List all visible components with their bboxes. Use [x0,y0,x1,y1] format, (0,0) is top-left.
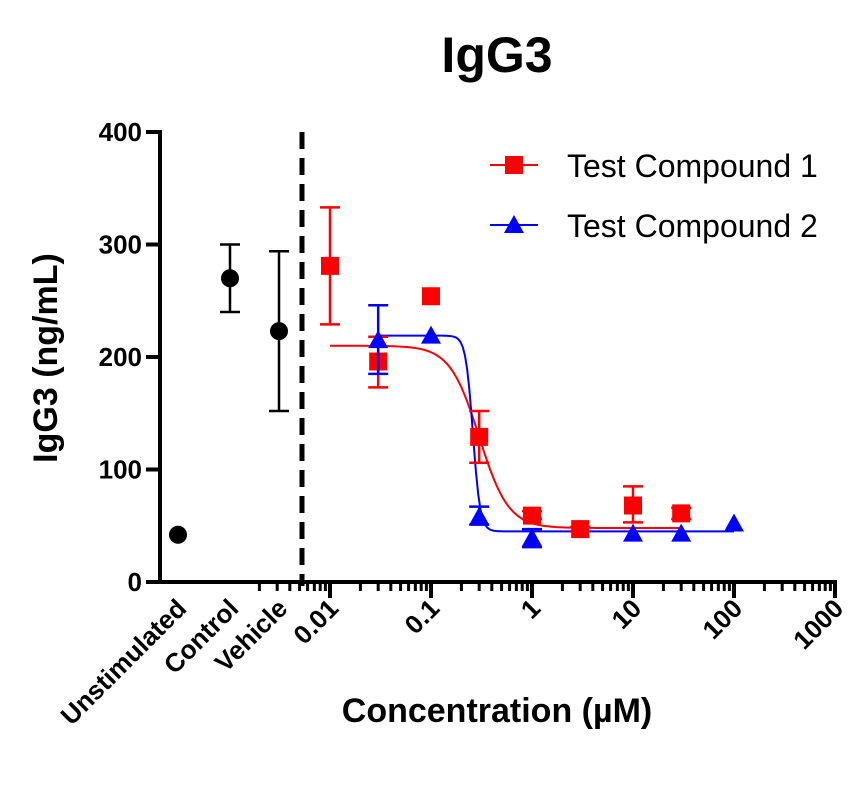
control-point [169,525,187,544]
y-tick-label: 200 [99,342,142,372]
data-point-series-2 [724,513,744,532]
data-point-series-1 [470,427,489,446]
x-tick-label: 1000 [787,593,849,655]
control-point [270,322,288,341]
y-tick-label: 300 [99,230,142,260]
legend-marker [504,215,524,233]
data-point-series-2 [623,523,643,542]
chart-title: IgG3 [441,27,552,83]
x-tick-label: 0.01 [287,593,344,650]
fit-curve-series-2 [378,334,734,533]
fit-curves [330,334,734,533]
data-point-series-2 [469,506,490,525]
data-point-series-2 [368,330,389,349]
data-point-series-2 [522,528,542,547]
y-tick-label: 400 [99,117,142,147]
data-point-series-1 [624,496,642,515]
legend-marker [505,156,523,174]
control-point [221,269,239,288]
x-axis-title: Concentration (µM) [342,692,652,730]
data-point-series-1 [571,520,590,539]
data-point-series-1 [321,256,339,275]
x-tick-label: 100 [696,593,748,645]
data-point-series-1 [672,504,691,523]
fit-curve-series-1 [330,344,682,529]
legend: Test Compound 1 Test Compound 2 [490,148,818,244]
data-point-series-1 [422,287,440,306]
legend-label: Test Compound 1 [567,148,818,184]
data-point-series-2 [421,325,441,344]
data-marks [169,206,744,549]
x-tick-label: 0.1 [398,593,445,640]
data-point-series-1 [523,506,541,525]
legend-label: Test Compound 2 [567,208,818,244]
y-axis-title: IgG3 (ng/mL) [27,253,65,463]
y-tick-label: 100 [99,455,142,485]
y-tick-label: 0 [128,567,142,597]
data-point-series-2 [671,523,692,542]
x-tick-label: 10 [606,593,648,635]
